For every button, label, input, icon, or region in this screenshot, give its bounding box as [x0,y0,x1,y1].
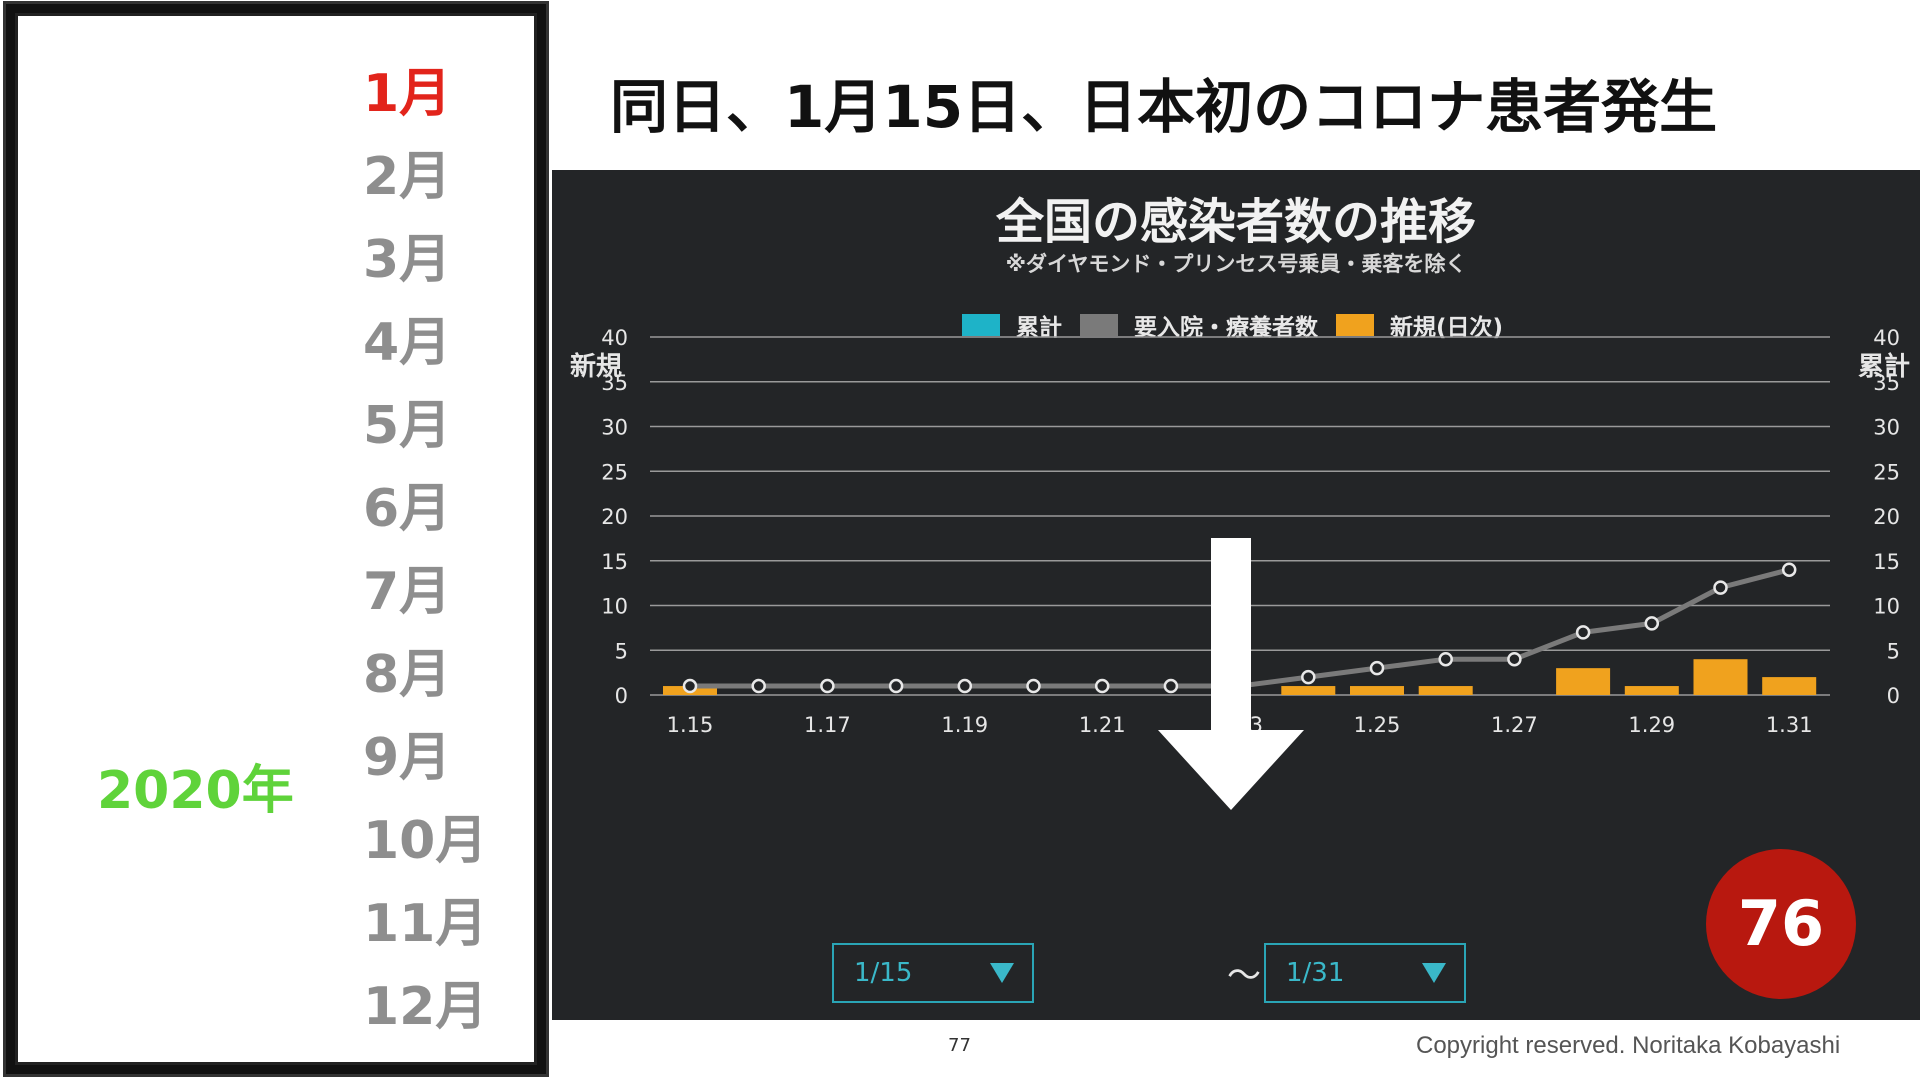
x-tick-label: 1.29 [1628,713,1675,737]
y-tick-label-left: 30 [601,416,628,440]
month-item: 2月 [363,147,452,207]
plot-area: 0 0 5 5 10 10 15 15 20 20 25 25 30 30 35 35 40 40 1.15 1.17… [601,326,1900,810]
end-date-value: 1/31 [1286,958,1345,988]
dropdown-caret-icon[interactable] [990,963,1014,983]
month-list: 1月 2月 3月 4月 5月 6月 7月 8月 9月 10月 11月 12月 [363,53,487,1049]
bar [1281,686,1336,695]
y-tick-label-right: 30 [1873,416,1900,440]
y-tick-label-right: 25 [1873,460,1900,484]
data-point [820,678,835,694]
copyright-text: Copyright reserved. Noritaka Kobayashi [1416,1032,1841,1059]
bar [1556,668,1611,695]
y-tick-label-left: 10 [601,595,628,619]
data-point [888,678,904,694]
bar [1350,686,1404,695]
data-point [1713,580,1728,595]
down-arrow-icon [1158,538,1304,810]
y-tick-label-left: 15 [601,550,628,574]
legend-swatch [1336,314,1374,336]
y-tick-label-left: 25 [601,460,628,484]
month-item: 7月 [363,562,452,622]
x-tick-label: 1.19 [941,713,988,737]
data-point [1369,660,1385,676]
month-item: 1月 [363,64,452,124]
y-tick-label-right: 10 [1873,595,1900,619]
chart-title: 全国の感染者数の推移 [995,194,1476,250]
month-item: 4月 [363,313,452,373]
x-tick-label: 1.15 [667,713,714,737]
bar [1624,686,1679,695]
month-item: 11月 [363,894,488,954]
bar [1418,686,1473,695]
data-point [1026,678,1041,694]
data-point [1781,562,1797,577]
x-tick-label: 1.27 [1491,713,1538,737]
start-date-value: 1/15 [854,958,913,988]
y-tick-label-right: 40 [1873,326,1900,350]
y-tick-label-right: 5 [1887,639,1900,663]
y-tick-label-left: 5 [615,639,628,663]
x-tick-label: 1.31 [1766,713,1813,737]
data-point [957,678,973,694]
month-item: 9月 [363,728,452,788]
chart-subtitle: ※ダイヤモンド・プリンセス号乗員・乗客を除く [1005,252,1467,276]
start-date-select[interactable]: 1/15 [832,943,1034,1003]
chart-area: 全国の感染者数の推移 ※ダイヤモンド・プリンセス号乗員・乗客を除く 累計 要入院… [552,170,1920,1020]
month-item: 12月 [363,977,488,1037]
y-tick-label-right: 0 [1887,684,1900,708]
data-point [1507,651,1522,667]
page-number: 77 [948,1035,971,1056]
y-axis-title-right: 累計 [1858,352,1911,382]
y-axis-title-left: 新規 [570,352,623,382]
data-point [1094,678,1110,694]
count-badge: 76 [1706,849,1856,999]
bar [1762,677,1817,695]
end-date-select[interactable]: 1/31 [1264,943,1466,1003]
y-tick-label-right: 15 [1873,550,1900,574]
headline: 同日、1月15日、日本初のコロナ患者発生 [610,73,1718,141]
data-point [682,678,698,694]
bar [1693,659,1748,695]
dropdown-caret-icon[interactable] [1422,963,1446,983]
y-tick-label-right: 35 [1873,371,1900,395]
y-tick-label-left: 35 [601,371,628,395]
y-tick-label-right: 20 [1873,505,1900,529]
data-point [1163,678,1179,694]
y-tick-label-left: 0 [615,684,628,708]
data-point [751,678,766,694]
data-point [1438,651,1453,667]
month-item: 6月 [363,479,452,539]
x-tick-label: 1.21 [1079,713,1126,737]
data-point [1644,616,1660,631]
year-label: 2020年 [97,761,294,821]
range-separator: 〜 [1227,956,1261,996]
month-item: 10月 [363,811,488,871]
data-point [1301,669,1316,685]
legend-swatch [1080,314,1118,336]
y-tick-label-left: 20 [601,505,628,529]
legend-swatch [962,314,1000,336]
y-tick-label-left: 40 [601,326,628,350]
month-panel: 2020年 1月 2月 3月 4月 5月 6月 7月 8月 9月 10月 11月… [6,4,546,1074]
x-tick-label: 1.25 [1354,713,1401,737]
month-item: 3月 [363,230,452,290]
month-item: 8月 [363,645,452,705]
x-tick-label: 1.17 [804,713,851,737]
month-item: 5月 [363,396,452,456]
data-point [1575,625,1591,640]
